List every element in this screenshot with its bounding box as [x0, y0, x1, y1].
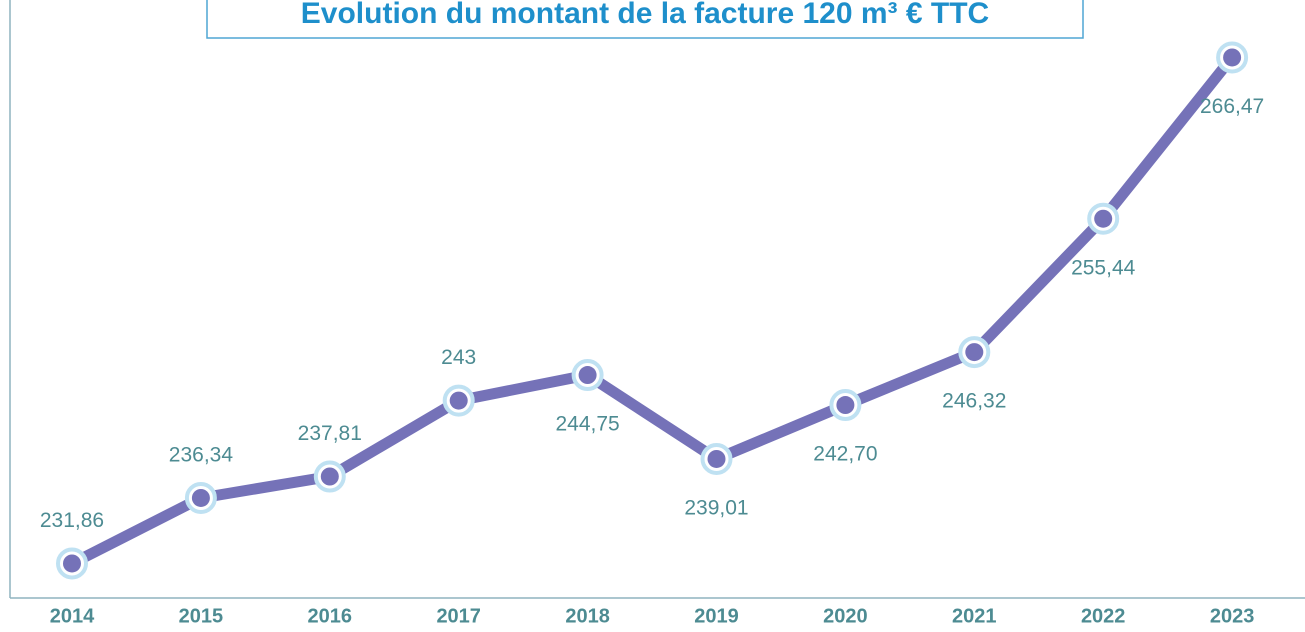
- x-tick-label: 2023: [1210, 605, 1255, 627]
- marker: [1223, 48, 1242, 67]
- data-label: 237,81: [298, 422, 362, 445]
- title-box: [206, 0, 1084, 39]
- data-label: 242,70: [813, 443, 877, 466]
- marker: [63, 554, 81, 573]
- x-tick-label: 2022: [1081, 605, 1126, 627]
- marker: [1094, 209, 1113, 228]
- data-label: 266,47: [1200, 95, 1264, 118]
- data-label: 246,32: [942, 390, 1006, 413]
- data-label: 243: [441, 346, 476, 369]
- data-label: 255,44: [1071, 256, 1136, 279]
- marker: [965, 343, 984, 362]
- data-label: 236,34: [169, 444, 234, 467]
- x-tick-label: 2014: [50, 605, 95, 627]
- marker: [191, 488, 210, 507]
- chart-title: Evolution du montant de la facture 120 m…: [301, 0, 989, 30]
- marker: [707, 449, 726, 468]
- data-label: 231,86: [40, 509, 104, 532]
- x-tick-label: 2016: [308, 605, 353, 627]
- marker: [449, 391, 468, 410]
- line: [66, 51, 1238, 569]
- data-label: 244,75: [555, 413, 619, 436]
- x-tick-label: 2020: [823, 605, 868, 627]
- x-tick-label: 2015: [179, 605, 224, 627]
- marker: [578, 366, 597, 385]
- x-tick-label: 2021: [952, 605, 997, 627]
- x-tick-label: 2018: [565, 605, 610, 627]
- x-tick-label: 2019: [694, 605, 739, 627]
- data-label: 239,01: [684, 497, 748, 520]
- x-tick-label: 2017: [436, 605, 481, 627]
- marker: [836, 396, 855, 415]
- marker: [320, 467, 339, 486]
